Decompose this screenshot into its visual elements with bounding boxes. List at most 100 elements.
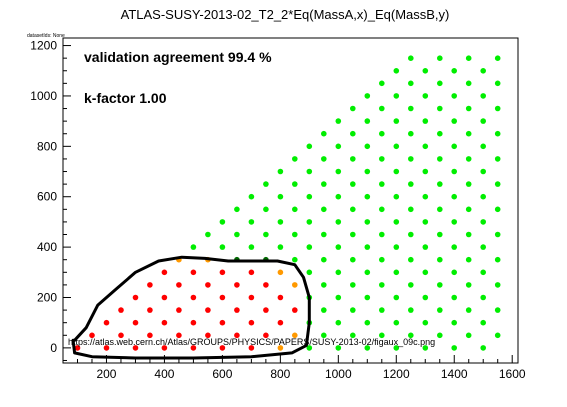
data-point-allowed_agree bbox=[465, 256, 472, 263]
data-point-allowed_agree bbox=[494, 181, 501, 187]
data-point-allowed_agree bbox=[437, 282, 443, 288]
data-point-allowed_agree bbox=[437, 105, 443, 112]
data-point-allowed_agree bbox=[379, 256, 385, 263]
data-point-allowed_agree bbox=[393, 193, 400, 200]
data-point-excluded_agree bbox=[248, 319, 255, 326]
data-point-allowed_agree bbox=[321, 307, 327, 313]
data-point-allowed_agree bbox=[306, 143, 313, 150]
data-point-allowed_agree bbox=[451, 168, 458, 175]
data-point-allowed_agree bbox=[393, 93, 400, 99]
data-point-excluded_agree bbox=[176, 282, 182, 288]
data-point-allowed_agree bbox=[350, 206, 356, 213]
data-point-allowed_agree bbox=[335, 168, 342, 175]
data-point-allowed_agree bbox=[408, 206, 414, 213]
data-point-allowed_agree bbox=[234, 206, 240, 213]
data-point-allowed_agree bbox=[465, 156, 472, 162]
data-point-allowed_agree bbox=[465, 181, 472, 187]
data-point-excluded_agree bbox=[190, 345, 197, 351]
data-point-allowed_agree bbox=[408, 80, 414, 87]
data-point-excluded_agree bbox=[176, 332, 182, 339]
data-point-allowed_agree bbox=[292, 256, 298, 263]
data-point-allowed_agree bbox=[480, 143, 487, 150]
data-point-allowed_agree bbox=[451, 244, 458, 250]
data-point-allowed_agree bbox=[393, 168, 400, 175]
chart-subtitle: datasetIds: None bbox=[27, 33, 65, 39]
data-point-allowed_agree bbox=[451, 319, 458, 326]
axes: 200 400 600 800 1000 1200 1400 1600 0 200 400 600 80… bbox=[30, 39, 526, 381]
data-point-allowed_agree bbox=[335, 244, 342, 250]
data-point-allowed_agree bbox=[465, 307, 472, 313]
data-point-allowed_agree bbox=[393, 345, 400, 351]
data-point-allowed_agree bbox=[480, 193, 487, 200]
data-point-allowed_agree bbox=[393, 244, 400, 250]
data-point-allowed_agree bbox=[364, 118, 371, 124]
data-point-allowed_agree bbox=[393, 68, 400, 74]
data-point-allowed_agree bbox=[219, 219, 226, 225]
data-point-excluded_agree bbox=[248, 345, 255, 351]
data-point-allowed_agree bbox=[205, 231, 211, 238]
data-point-allowed_agree bbox=[408, 55, 414, 61]
data-point-allowed_agree bbox=[364, 193, 371, 200]
data-point-allowed_agree bbox=[292, 206, 298, 213]
data-point-allowed_agree bbox=[350, 256, 356, 263]
data-point-excluded_agree bbox=[219, 269, 226, 276]
data-point-allowed_agree bbox=[379, 231, 385, 238]
data-point-excluded_agree bbox=[292, 307, 298, 313]
data-point-excluded_agree bbox=[263, 307, 269, 313]
data-point-excluded_agree bbox=[147, 332, 153, 339]
data-point-excluded_agree bbox=[234, 282, 240, 288]
data-point-allowed_agree bbox=[306, 345, 313, 351]
data-point-allowed_agree bbox=[451, 68, 458, 74]
data-point-allowed_agree bbox=[422, 143, 429, 150]
data-point-allowed_agree bbox=[379, 307, 385, 313]
data-point-excluded_agree bbox=[219, 345, 226, 351]
data-point-excluded_agree bbox=[205, 332, 211, 339]
data-point-allowed_agree bbox=[306, 193, 313, 200]
data-point-excluded_agree bbox=[277, 294, 284, 301]
data-point-allowed_agree bbox=[494, 332, 501, 339]
data-point-allowed_agree bbox=[480, 93, 487, 99]
data-point-allowed_agree bbox=[422, 319, 429, 326]
y-tick-label: 400 bbox=[37, 240, 57, 254]
data-point-allowed_agree bbox=[494, 80, 501, 87]
y-tick-label: 1200 bbox=[30, 39, 57, 53]
y-tick-label: 600 bbox=[37, 190, 57, 204]
data-point-allowed_agree bbox=[321, 256, 327, 263]
plot-frame bbox=[62, 37, 519, 364]
data-point-allowed_agree bbox=[350, 130, 356, 137]
data-point-excluded_agree bbox=[263, 332, 269, 339]
x-tick-label: 200 bbox=[96, 367, 116, 381]
data-point-allowed_agree bbox=[408, 332, 414, 339]
kfactor-annotation: k-factor 1.00 bbox=[84, 90, 167, 106]
data-point-allowed_agree bbox=[408, 256, 414, 263]
data-point-excluded_agree bbox=[248, 294, 255, 301]
data-point-allowed_agree bbox=[480, 269, 487, 276]
data-point-allowed_agree bbox=[465, 130, 472, 137]
data-point-allowed_agree bbox=[335, 345, 342, 351]
data-point-allowed_agree bbox=[364, 219, 371, 225]
data-point-allowed_agree bbox=[350, 282, 356, 288]
data-point-allowed_agree bbox=[451, 193, 458, 200]
data-point-allowed_agree bbox=[350, 307, 356, 313]
data-point-allowed_agree bbox=[451, 345, 458, 351]
data-point-allowed_agree bbox=[364, 143, 371, 150]
data-point-allowed_agree bbox=[465, 105, 472, 112]
x-tick-label: 1200 bbox=[383, 367, 410, 381]
data-point-allowed_agree bbox=[408, 231, 414, 238]
data-point-allowed_agree bbox=[480, 294, 487, 301]
data-point-allowed_agree bbox=[465, 231, 472, 238]
data-point-allowed_agree bbox=[451, 269, 458, 276]
data-point-excluded_disagree bbox=[292, 282, 298, 288]
data-point-allowed_agree bbox=[422, 345, 429, 351]
data-point-allowed_agree bbox=[292, 181, 298, 187]
data-point-allowed_agree bbox=[306, 168, 313, 175]
data-point-allowed_agree bbox=[437, 55, 443, 61]
data-point-allowed_agree bbox=[393, 219, 400, 225]
data-point-allowed_agree bbox=[437, 80, 443, 87]
data-point-allowed_agree bbox=[422, 118, 429, 124]
data-point-allowed_agree bbox=[422, 219, 429, 225]
data-point-allowed_agree bbox=[422, 93, 429, 99]
data-point-allowed_agree bbox=[480, 68, 487, 74]
data-point-allowed_agree bbox=[379, 130, 385, 137]
data-point-excluded_disagree bbox=[277, 269, 284, 276]
